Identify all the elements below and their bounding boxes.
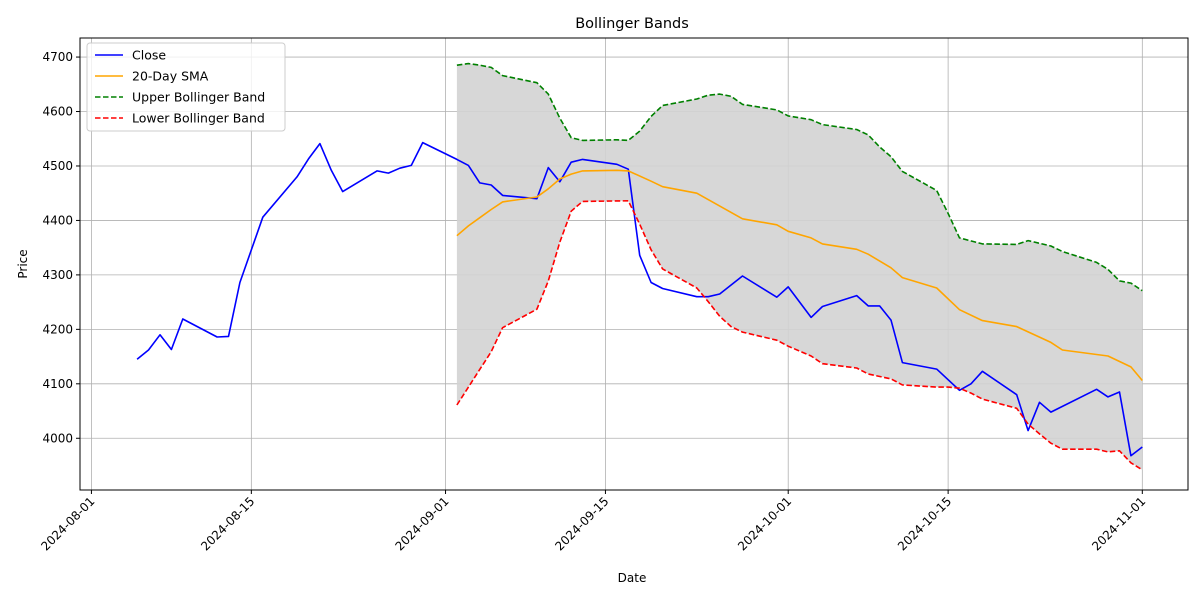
y-tick-label: 4100: [42, 377, 73, 391]
y-tick-label: 4700: [42, 50, 73, 64]
y-tick-label: 4400: [42, 213, 73, 227]
y-axis-title: Price: [16, 249, 30, 278]
series-lines: [136, 62, 1143, 471]
y-tick-label: 4000: [42, 431, 73, 445]
legend-label-upper-bollinger-band: Upper Bollinger Band: [132, 90, 265, 105]
series-line-close: [136, 141, 1143, 457]
y-tick-label: 4200: [42, 322, 73, 336]
legend-box: [86, 42, 286, 132]
series-line-lower-bollinger-band: [456, 200, 1143, 471]
bollinger-band-fill: [456, 63, 1143, 470]
legend: Close 20-Day SMA Upper Bollinger Band Lower…: [86, 42, 286, 132]
x-axis-title: Date: [618, 571, 647, 585]
y-axis-ticks: 4000 4100 4200 4300 4400 4500 4600 4700: [42, 50, 80, 445]
legend-label-20-day-sma: 20-Day SMA: [132, 69, 209, 84]
legend-label-close: Close: [132, 48, 166, 63]
y-tick-label: 4300: [42, 268, 73, 282]
y-tick-label: 4600: [42, 105, 73, 119]
series-line-upper-bollinger-band: [456, 62, 1143, 292]
legend-label-lower-bollinger-band: Lower Bollinger Band: [132, 111, 265, 126]
chart-title: Bollinger Bands: [575, 16, 689, 32]
series-line-20-day-sma: [456, 169, 1143, 382]
plot-frame: [79, 37, 1189, 491]
band-area: [456, 63, 1143, 470]
y-tick-label: 4500: [42, 159, 73, 173]
